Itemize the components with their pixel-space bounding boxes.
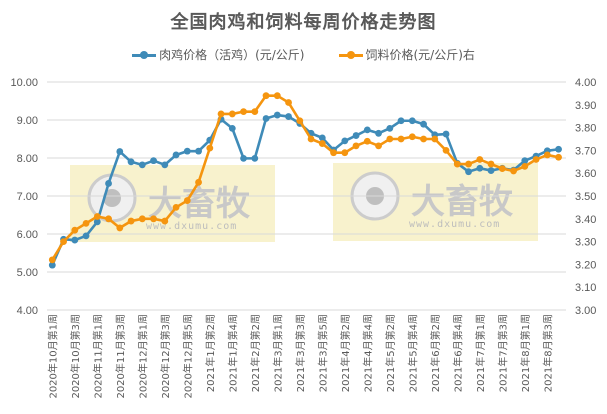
svg-text:2021年6月第4周: 2021年6月第4周: [451, 314, 464, 392]
svg-text:2021年3月第1周: 2021年3月第1周: [271, 314, 284, 392]
svg-text:2021年4月第4周: 2021年4月第4周: [361, 314, 374, 392]
svg-text:大畜牧: 大畜牧: [148, 184, 251, 224]
legend-label: 饲料价格(元/公斤)右: [365, 48, 475, 62]
svg-text:2020年10月第1周: 2020年10月第1周: [46, 314, 59, 399]
svg-text:2020年12月第5周: 2020年12月第5周: [181, 314, 194, 399]
legend-item-chicken[interactable]: 肉鸡价格（活鸡）(元/公斤): [132, 46, 305, 63]
svg-text:5.00: 5.00: [17, 267, 38, 279]
svg-text:3.20: 3.20: [575, 259, 596, 271]
svg-text:2021年8月第3周: 2021年8月第3周: [541, 314, 554, 392]
svg-text:3.60: 3.60: [575, 168, 596, 180]
svg-text:2021年7月第1周: 2021年7月第1周: [474, 314, 487, 392]
svg-text:2021年1月第4周: 2021年1月第4周: [226, 314, 239, 392]
svg-text:6.00: 6.00: [17, 229, 38, 241]
svg-text:3.80: 3.80: [575, 123, 596, 135]
svg-text:2021年3月第3周: 2021年3月第3周: [294, 314, 307, 392]
svg-text:2021年3月第5周: 2021年3月第5周: [316, 314, 329, 392]
svg-text:2020年11月第3周: 2020年11月第3周: [114, 314, 127, 399]
svg-text:3.90: 3.90: [575, 100, 596, 112]
svg-text:2020年10月第3周: 2020年10月第3周: [69, 314, 82, 399]
gridlines: [47, 81, 566, 311]
svg-text:9.00: 9.00: [17, 115, 38, 127]
svg-text:7.00: 7.00: [17, 191, 38, 203]
svg-text:2021年2月第2周: 2021年2月第2周: [249, 314, 262, 392]
svg-text:www.dxumu.com: www.dxumu.com: [409, 219, 500, 230]
line-marker-icon: [132, 50, 157, 60]
legend-label: 肉鸡价格（活鸡）(元/公斤): [159, 48, 305, 62]
svg-text:2020年12月第1周: 2020年12月第1周: [136, 314, 149, 399]
svg-text:3.00: 3.00: [575, 305, 596, 317]
svg-text:2021年5月第2周: 2021年5月第2周: [384, 314, 397, 392]
svg-text:2020年12月第3周: 2020年12月第3周: [159, 314, 172, 399]
svg-text:4.00: 4.00: [575, 77, 596, 89]
svg-text:大畜牧: 大畜牧: [411, 182, 514, 222]
svg-text:2021年5月第4周: 2021年5月第4周: [406, 314, 419, 392]
series-layer: [48, 92, 562, 269]
x-axis: 2020年10月第1周 2020年10月第3周 2020年11月第1周 2020年11…: [46, 314, 554, 399]
line-marker-icon: [338, 50, 363, 60]
svg-text:3.10: 3.10: [575, 282, 596, 294]
svg-text:3.30: 3.30: [575, 237, 596, 249]
svg-text:2020年11月第1周: 2020年11月第1周: [91, 314, 104, 399]
svg-text:2021年4月第2周: 2021年4月第2周: [339, 314, 352, 392]
y-axis-right: 3.00 3.10 3.20 3.30 3.40 3.50 3.60 3.70 3.80 3.90…: [575, 77, 596, 317]
svg-text:10.00: 10.00: [10, 77, 38, 89]
svg-text:3.40: 3.40: [575, 214, 596, 226]
svg-text:2021年8月第1周: 2021年8月第1周: [519, 314, 532, 392]
svg-text:3.50: 3.50: [575, 191, 596, 203]
series-feed-price: [48, 92, 562, 264]
chart-legend: 肉鸡价格（活鸡）(元/公斤) 饲料价格(元/公斤)右: [0, 46, 607, 63]
svg-text:2021年6月第2周: 2021年6月第2周: [429, 314, 442, 392]
legend-item-feed[interactable]: 饲料价格(元/公斤)右: [338, 46, 475, 63]
svg-text:3.70: 3.70: [575, 145, 596, 157]
y-axis-left: 4.00 5.00 6.00 7.00 8.00 9.00 10.00: [10, 77, 38, 317]
svg-text:4.00: 4.00: [17, 305, 38, 317]
svg-text:8.00: 8.00: [17, 153, 38, 165]
chart-title: 全国肉鸡和饲料每周价格走势图: [170, 12, 437, 33]
svg-text:2021年1月第2周: 2021年1月第2周: [204, 314, 217, 392]
svg-text:2021年7月第3周: 2021年7月第3周: [496, 314, 509, 392]
svg-text:www.dxumu.com: www.dxumu.com: [146, 221, 237, 232]
